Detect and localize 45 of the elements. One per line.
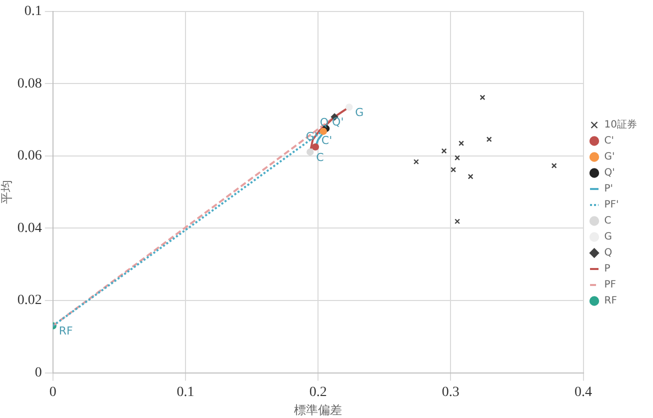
- x-axis-title: 標準偏差: [294, 402, 342, 417]
- point: [454, 155, 460, 160]
- x-tick-label: 0.1: [176, 384, 194, 400]
- y-tick-label: 0: [34, 365, 42, 380]
- y-tick-label: 0.08: [17, 76, 42, 92]
- point: [413, 159, 419, 164]
- legend-label: P: [604, 264, 610, 275]
- point: [306, 148, 314, 156]
- legend-label: Q: [604, 248, 612, 259]
- point: [480, 94, 486, 100]
- x-tick-label: 0.2: [309, 384, 327, 400]
- legend-label: G': [604, 152, 615, 163]
- x-tick-label: 0.3: [442, 384, 460, 400]
- x-tick-label: 0: [49, 384, 56, 400]
- legend-label: PF': [604, 200, 619, 211]
- legend-label: Q': [604, 168, 615, 179]
- y-tick-label: 0.06: [17, 148, 42, 164]
- legend-label: C: [604, 216, 612, 227]
- y-tick-label: 0.04: [17, 220, 42, 236]
- annotation: Q': [332, 115, 344, 128]
- legend-label: P': [604, 184, 614, 195]
- legend-label: C': [604, 136, 614, 147]
- legend-label: RF: [604, 296, 618, 307]
- annotation: C': [321, 134, 332, 147]
- point: [346, 104, 353, 111]
- legend-label: 10証券: [604, 118, 638, 131]
- point: [454, 218, 460, 224]
- annotation: RF: [58, 324, 73, 338]
- point: [468, 174, 474, 180]
- annotation: C: [316, 150, 324, 164]
- point: [312, 143, 320, 151]
- point: [441, 148, 447, 154]
- point: [458, 140, 464, 146]
- point: [551, 162, 557, 168]
- y-tick-label: 0.02: [17, 293, 42, 308]
- x-tick-label: 0.4: [574, 384, 592, 400]
- legend-label: G: [604, 232, 612, 243]
- point: [320, 128, 327, 135]
- y-tick-label: 0.1: [24, 4, 42, 20]
- point: [486, 136, 492, 142]
- annotation: G: [355, 106, 364, 120]
- annotation: Q: [320, 116, 329, 129]
- legend-label: PF: [604, 280, 616, 291]
- point: [450, 166, 456, 172]
- y-axis-title: 平均: [0, 180, 14, 204]
